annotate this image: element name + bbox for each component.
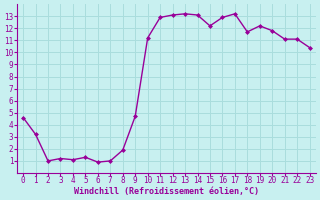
X-axis label: Windchill (Refroidissement éolien,°C): Windchill (Refroidissement éolien,°C): [74, 187, 259, 196]
